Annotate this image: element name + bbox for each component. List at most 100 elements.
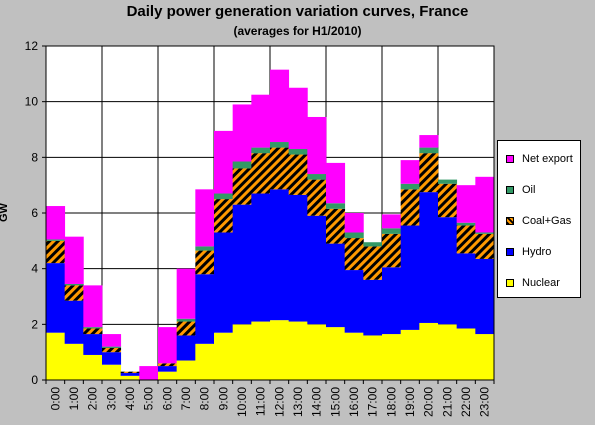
bar-segment-coal-gas-200 bbox=[83, 328, 103, 335]
bar-segment-net-export-2300 bbox=[475, 176, 495, 233]
bar-segment-coal-gas-700 bbox=[176, 321, 196, 336]
x-tick-label: 15:00 bbox=[328, 387, 342, 417]
bar-segment-nuclear-2200 bbox=[456, 328, 476, 380]
bar-segment-coal-gas-000 bbox=[46, 240, 66, 264]
bar-segment-coal-gas-1300 bbox=[288, 154, 308, 195]
x-tick-label: 14:00 bbox=[310, 387, 324, 417]
bar-segment-oil-1500 bbox=[326, 203, 346, 209]
y-tick-label: 12 bbox=[25, 39, 39, 53]
x-tick-label: 23:00 bbox=[478, 387, 492, 417]
bar-segment-oil-1700 bbox=[363, 242, 383, 247]
bar-segment-hydro-800 bbox=[195, 274, 215, 344]
bar-segment-coal-gas-2000 bbox=[419, 153, 439, 193]
x-tick-label: 21:00 bbox=[440, 387, 454, 417]
legend-label: Nuclear bbox=[522, 277, 560, 289]
bar-segment-nuclear-2000 bbox=[419, 322, 439, 380]
bar-segment-hydro-100 bbox=[64, 300, 84, 344]
bar-segment-net-export-200 bbox=[83, 285, 103, 328]
x-tick-label: 18:00 bbox=[384, 387, 398, 417]
bar-segment-nuclear-1500 bbox=[326, 327, 346, 380]
legend-swatch bbox=[506, 279, 514, 287]
bar-segment-nuclear-600 bbox=[158, 371, 178, 380]
bar-segment-nuclear-2300 bbox=[475, 334, 495, 380]
bar-segment-net-export-1000 bbox=[232, 104, 252, 162]
bar-segment-oil-100 bbox=[64, 283, 84, 286]
y-tick-labels: 0 2 4 6 8 10 12 bbox=[25, 39, 39, 387]
bar-segment-oil-1200 bbox=[270, 142, 290, 148]
bar-segment-net-export-1500 bbox=[326, 162, 346, 204]
bar-segment-coal-gas-800 bbox=[195, 250, 215, 275]
x-tick-label: 17:00 bbox=[366, 387, 380, 417]
bar-segment-hydro-1700 bbox=[363, 279, 383, 336]
bar-segment-hydro-1100 bbox=[251, 193, 271, 322]
bar-segment-coal-gas-1800 bbox=[382, 233, 402, 268]
y-tick-label: 10 bbox=[25, 95, 39, 109]
bar-segment-hydro-900 bbox=[214, 232, 234, 333]
bar-segment-nuclear-1200 bbox=[270, 320, 290, 380]
bar-segment-coal-gas-2300 bbox=[475, 233, 495, 259]
bar-segment-coal-gas-300 bbox=[102, 347, 122, 353]
bar-segment-hydro-700 bbox=[176, 335, 196, 361]
chart-title: Daily power generation variation curves,… bbox=[126, 3, 469, 20]
bar-segment-nuclear-100 bbox=[64, 343, 84, 380]
legend-label: Hydro bbox=[522, 246, 552, 258]
bar-segment-oil-2300 bbox=[475, 232, 495, 234]
x-tick-label: 11:00 bbox=[254, 387, 268, 416]
bar-segment-nuclear-2100 bbox=[438, 324, 458, 380]
bar-segment-hydro-1500 bbox=[326, 243, 346, 328]
bar-segment-oil-2200 bbox=[456, 222, 476, 226]
x-tick-label: 9:00 bbox=[216, 387, 230, 411]
x-tick-label: 20:00 bbox=[422, 387, 436, 417]
x-tick-label: 5:00 bbox=[142, 387, 156, 411]
bar-segment-coal-gas-1400 bbox=[307, 179, 327, 216]
bar-segment-nuclear-200 bbox=[83, 354, 103, 380]
bar-segment-net-export-300 bbox=[102, 334, 122, 347]
bar-segment-net-export-000 bbox=[46, 206, 66, 240]
x-tick-label: 4:00 bbox=[123, 387, 137, 411]
bar-segment-oil-800 bbox=[195, 246, 215, 251]
y-tick-label: 8 bbox=[31, 150, 38, 164]
stacked-areas bbox=[46, 69, 495, 380]
bar-segment-hydro-600 bbox=[158, 366, 178, 372]
x-tick-label: 8:00 bbox=[198, 387, 212, 411]
x-tick-label: 7:00 bbox=[179, 387, 193, 411]
bar-segment-nuclear-000 bbox=[46, 332, 66, 380]
bar-segment-hydro-1400 bbox=[307, 215, 327, 325]
bar-segment-hydro-2300 bbox=[475, 258, 495, 335]
bar-segment-net-export-1300 bbox=[288, 87, 308, 149]
bar-segment-nuclear-1600 bbox=[344, 332, 364, 380]
bar-segment-hydro-1800 bbox=[382, 267, 402, 335]
bar-segment-hydro-2200 bbox=[456, 253, 476, 329]
bar-segment-oil-1600 bbox=[344, 232, 364, 239]
bar-segment-nuclear-1000 bbox=[232, 324, 252, 380]
bar-segment-nuclear-700 bbox=[176, 360, 196, 380]
legend-label: Coal+Gas bbox=[522, 215, 572, 227]
x-tick-label: 6:00 bbox=[160, 387, 174, 411]
bar-segment-coal-gas-1100 bbox=[251, 153, 271, 194]
bar-segment-nuclear-1100 bbox=[251, 321, 271, 380]
bar-segment-nuclear-900 bbox=[214, 332, 234, 380]
bar-segment-oil-200 bbox=[83, 327, 103, 329]
bar-segment-coal-gas-2100 bbox=[438, 183, 458, 218]
bar-segment-coal-gas-600 bbox=[158, 363, 178, 367]
bar-segment-net-export-1900 bbox=[400, 160, 420, 184]
bar-segment-oil-2100 bbox=[438, 179, 458, 184]
bar-segment-coal-gas-1500 bbox=[326, 208, 346, 244]
x-tick-label: 2:00 bbox=[86, 387, 100, 411]
bar-segment-hydro-300 bbox=[102, 352, 122, 365]
bar-segment-oil-300 bbox=[102, 346, 122, 348]
bar-segment-oil-1800 bbox=[382, 228, 402, 234]
legend-swatch bbox=[506, 217, 514, 225]
bar-segment-net-export-2000 bbox=[419, 135, 439, 148]
bar-segment-hydro-1000 bbox=[232, 204, 252, 325]
bar-segment-net-export-900 bbox=[214, 130, 234, 194]
bar-segment-oil-1000 bbox=[232, 161, 252, 169]
x-tick-label: 3:00 bbox=[104, 387, 118, 411]
bar-segment-coal-gas-900 bbox=[214, 199, 234, 233]
axes bbox=[42, 45, 495, 384]
y-tick-label: 2 bbox=[31, 317, 38, 331]
bar-segment-net-export-800 bbox=[195, 189, 215, 247]
bar-segment-nuclear-1800 bbox=[382, 334, 402, 380]
bar-segment-net-export-500 bbox=[139, 366, 159, 380]
bar-segment-coal-gas-100 bbox=[64, 285, 84, 301]
